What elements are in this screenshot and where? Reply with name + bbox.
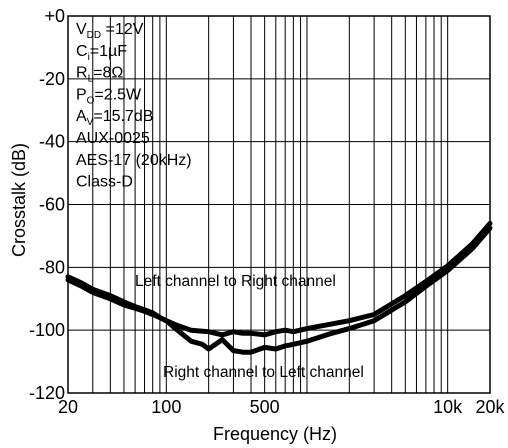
x-tick-label: 500 [250,397,280,417]
tick-labels: 20 100 500 10k 20k +0 -20 -40 -60 -80 -100 -120 [29,6,506,417]
series-lines [65,220,493,355]
y-tick-label: +0 [44,6,65,26]
condition-line: AV=15.7dB [76,108,153,128]
x-axis-title: Frequency (Hz) [213,424,337,444]
plot-frame [67,15,491,394]
y-tick-label: -20 [39,69,65,89]
condition-line: RL=8Ω [76,65,123,85]
y-axis-title: Crosstalk (dB) [9,143,29,257]
condition-line: VDD =12V [76,21,144,41]
condition-line: Ci=1µF [76,43,127,63]
x-tick-label: 10k [433,397,463,417]
annotation-right-to-left: Right channel to Left channel [163,364,364,381]
condition-line: AUX-0025 [76,130,150,147]
y-tick-label: -60 [39,195,65,215]
series-line-2 [65,225,493,355]
y-tick-label: -120 [29,383,65,403]
condition-line: Class-D [76,174,133,191]
grid [68,16,490,393]
x-tick-label: 20k [475,397,505,417]
condition-line: AES-17 (20kHz) [76,152,192,169]
annotation-left-to-right: Left channel to Right channel [135,273,336,290]
y-tick-label: -40 [39,132,65,152]
y-tick-label: -100 [29,320,65,340]
condition-line: PO=2.5W [76,86,142,106]
x-tick-label: 20 [58,397,78,417]
y-tick-label: -80 [39,257,65,277]
x-tick-label: 100 [151,397,181,417]
